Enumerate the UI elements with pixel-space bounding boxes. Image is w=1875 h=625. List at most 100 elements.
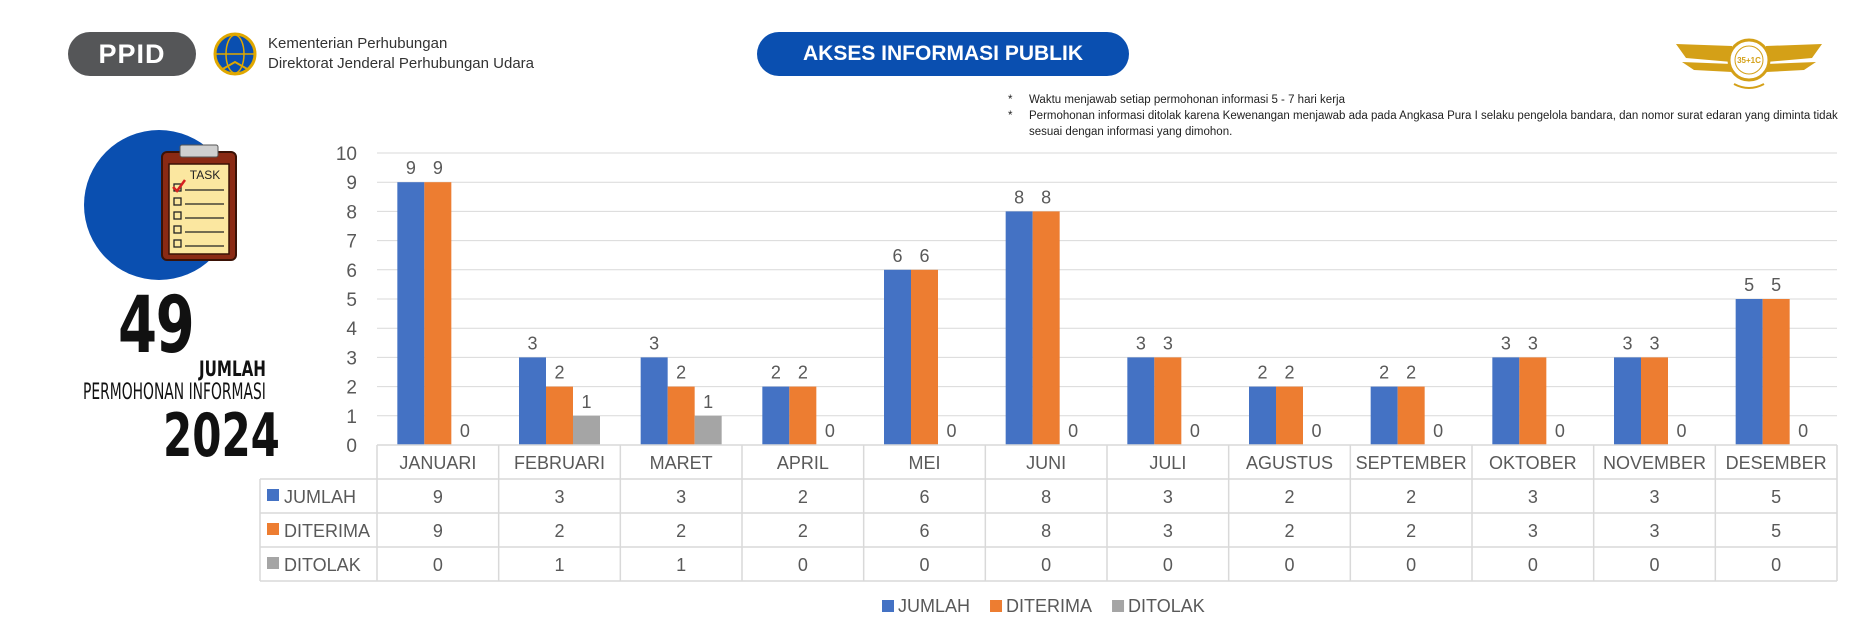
bar-data-label: 0 <box>825 421 835 441</box>
ministry-line-2: Direktorat Jenderal Perhubungan Udara <box>268 55 534 72</box>
y-tick-label: 6 <box>346 261 357 282</box>
x-category-label: FEBRUARI <box>514 453 605 473</box>
x-category-label: JULI <box>1149 453 1186 473</box>
y-tick-label: 9 <box>346 173 357 194</box>
bar <box>573 415 600 445</box>
y-tick-label: 4 <box>346 319 357 340</box>
x-category-label: DESEMBER <box>1726 453 1827 473</box>
table-cell-value: 6 <box>919 487 929 507</box>
bar <box>1276 386 1303 445</box>
bar-data-label: 1 <box>581 392 591 412</box>
table-cell-value: 1 <box>676 555 686 575</box>
bar-data-label: 0 <box>1433 421 1443 441</box>
table-legend-key <box>267 489 279 501</box>
ppid-badge: PPID <box>68 32 196 76</box>
bar-data-label: 6 <box>919 246 929 266</box>
ministry-name: Kementerian Perhubungan Direktorat Jende… <box>268 34 534 74</box>
bar-data-label: 3 <box>1649 333 1659 353</box>
bar-data-label: 0 <box>1190 421 1200 441</box>
bar <box>397 182 425 445</box>
legend-label: JUMLAH <box>898 596 970 616</box>
bar <box>789 386 817 445</box>
table-cell-value: 2 <box>798 521 808 541</box>
table-cell-value: 0 <box>1649 555 1659 575</box>
bar-data-label: 0 <box>1798 421 1808 441</box>
bar <box>1005 211 1033 445</box>
table-cell-value: 9 <box>433 487 443 507</box>
y-tick-label: 2 <box>346 378 357 399</box>
table-cell-value: 2 <box>554 521 564 541</box>
table-cell-value: 2 <box>1406 521 1416 541</box>
bar-data-label: 3 <box>1501 333 1511 353</box>
table-cell-value: 0 <box>1528 555 1538 575</box>
report-year: 2024 <box>163 401 280 471</box>
table-series-name: DITERIMA <box>284 521 370 541</box>
y-tick-label: 1 <box>346 407 357 428</box>
x-category-label: AGUSTUS <box>1246 453 1333 473</box>
note-1: * Waktu menjawab setiap permohonan inform… <box>1008 92 1848 108</box>
bar <box>519 357 546 445</box>
table-cell-value: 0 <box>1406 555 1416 575</box>
legend-label: DITERIMA <box>1006 596 1092 616</box>
bar-data-label: 8 <box>1041 187 1051 207</box>
x-category-label: SEPTEMBER <box>1356 453 1467 473</box>
x-category-label: JANUARI <box>399 453 476 473</box>
table-cell-value: 0 <box>919 555 929 575</box>
table-cell-value: 5 <box>1771 487 1781 507</box>
table-cell-value: 2 <box>1406 487 1416 507</box>
table-legend-key <box>267 557 279 569</box>
logo-text: 35+1C <box>1737 56 1761 65</box>
table-legend-key <box>267 523 279 535</box>
bar <box>640 357 668 445</box>
table-cell-value: 3 <box>1528 487 1538 507</box>
y-tick-label: 7 <box>346 232 357 253</box>
bar <box>1519 357 1547 445</box>
bar <box>1154 357 1182 445</box>
bar-data-label: 0 <box>460 421 470 441</box>
table-cell-value: 6 <box>919 521 929 541</box>
bar <box>1614 357 1641 445</box>
bar-data-label: 3 <box>1163 333 1173 353</box>
x-category-label: JUNI <box>1026 453 1066 473</box>
bar-data-label: 2 <box>1257 363 1267 383</box>
table-cell-value: 2 <box>676 521 686 541</box>
bar-data-label: 2 <box>1379 363 1389 383</box>
bar-data-label: 3 <box>1136 333 1146 353</box>
table-cell-value: 0 <box>1771 555 1781 575</box>
table-cell-value: 0 <box>798 555 808 575</box>
total-requests: 49 <box>118 281 195 371</box>
table-series-name: DITOLAK <box>284 555 361 575</box>
x-category-label: MEI <box>908 453 940 473</box>
bar-data-label: 0 <box>1068 421 1078 441</box>
y-tick-label: 10 <box>336 144 357 165</box>
note-bullet: * <box>1008 94 1013 106</box>
bar-data-label: 2 <box>1284 363 1294 383</box>
x-category-label: APRIL <box>777 453 829 473</box>
ministry-logo-icon <box>213 32 257 76</box>
bar-data-label: 5 <box>1771 275 1781 295</box>
bar <box>1370 386 1398 445</box>
notes: * Waktu menjawab setiap permohonan inform… <box>1008 92 1848 140</box>
legend-key <box>1112 600 1125 612</box>
table-cell-value: 0 <box>1163 555 1173 575</box>
bar-data-label: 3 <box>1528 333 1538 353</box>
y-tick-label: 0 <box>346 436 357 457</box>
table-cell-value: 0 <box>1041 555 1051 575</box>
x-category-label: OKTOBER <box>1489 453 1577 473</box>
table-cell-value: 3 <box>1528 521 1538 541</box>
total-label: JUMLAH <box>199 357 266 381</box>
bar-data-label: 3 <box>649 333 659 353</box>
bar <box>1397 386 1425 445</box>
bar <box>667 386 695 445</box>
table-cell-value: 3 <box>676 487 686 507</box>
table-series-name: JUMLAH <box>284 487 356 507</box>
table-cell-value: 8 <box>1041 487 1051 507</box>
bar <box>1249 386 1276 445</box>
table-cell-value: 2 <box>798 487 808 507</box>
bar-data-label: 9 <box>433 158 443 178</box>
bar <box>1492 357 1520 445</box>
note-text: Permohonan informasi ditolak karena Kewe… <box>1029 110 1838 138</box>
bar-data-label: 0 <box>1555 421 1565 441</box>
table-cell-value: 5 <box>1771 521 1781 541</box>
